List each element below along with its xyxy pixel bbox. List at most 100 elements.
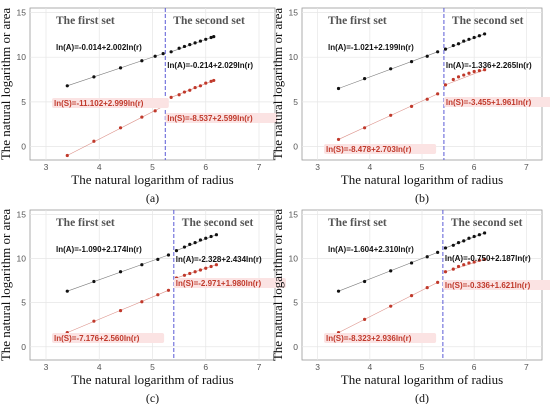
data-point	[169, 95, 173, 100]
data-point	[188, 88, 192, 92]
data-point	[456, 75, 461, 79]
equation-circumference-first-set: ln(S)=-8.323+2.936ln(r)	[326, 334, 412, 343]
fit-line	[338, 93, 438, 140]
data-point	[156, 293, 160, 297]
fit-line	[67, 53, 164, 87]
y-tick-label: 15	[17, 7, 27, 17]
data-point	[204, 81, 208, 85]
data-point	[204, 266, 208, 270]
data-point	[462, 263, 466, 267]
data-point	[425, 255, 429, 259]
data-point	[389, 304, 393, 308]
x-tick-label: 6	[203, 162, 208, 172]
equation-area-first-set: ln(A)=-1.090+2.174ln(r)	[56, 245, 142, 254]
y-tick-label: 5	[21, 298, 26, 308]
data-point	[140, 115, 144, 119]
data-point	[92, 139, 96, 143]
data-point	[467, 37, 471, 41]
second-set-title: The second set	[182, 217, 254, 229]
chart-panel: 3 4 5 6 7 0 5 10 15 The first set The second set ln…	[0, 7, 278, 205]
y-axis-title: The natural logarithm or area	[270, 209, 285, 362]
data-point	[467, 236, 471, 240]
data-point	[65, 289, 69, 293]
x-tick-label: 7	[524, 162, 529, 172]
y-axis-title: The natural logarithm or area	[0, 209, 13, 362]
data-point	[209, 35, 213, 40]
data-point	[472, 69, 476, 74]
data-point	[336, 137, 341, 142]
data-point	[118, 308, 123, 313]
x-tick-label: 3	[315, 362, 320, 372]
data-point	[443, 270, 448, 274]
y-tick-label: 15	[17, 209, 27, 219]
data-point	[140, 263, 144, 267]
x-axis-title: The natural logarithm of radius	[71, 372, 233, 387]
y-tick-label: 5	[21, 97, 26, 107]
data-point	[462, 39, 466, 43]
x-tick-label: 4	[367, 162, 372, 172]
data-point	[436, 50, 440, 54]
y-tick-label: 5	[293, 97, 298, 107]
data-point	[156, 257, 160, 262]
data-point	[477, 68, 481, 73]
data-point	[436, 250, 440, 254]
data-point	[193, 241, 197, 245]
data-point	[409, 293, 414, 298]
y-tick-label: 0	[293, 142, 298, 152]
x-tick-label: 5	[150, 362, 155, 372]
chart-panel: 3 4 5 6 7 0 5 10 15 The first set The second set ln…	[270, 7, 550, 205]
x-tick-label: 7	[257, 162, 262, 172]
equation-circumference-second-set: ln(S)=-2.971+1.980ln(r)	[176, 279, 262, 288]
data-point	[462, 73, 466, 77]
second-set-title: The second set	[452, 15, 524, 27]
y-tick-label: 5	[293, 298, 298, 308]
equation-circumference-second-set: ln(S)=-8.537+2.599ln(r)	[167, 114, 253, 123]
y-tick-label: 15	[289, 209, 299, 219]
panel-caption: (a)	[146, 191, 159, 205]
data-point	[92, 279, 96, 284]
x-tick-label: 5	[420, 362, 425, 372]
data-point	[212, 78, 216, 83]
data-point	[436, 92, 440, 96]
data-point	[177, 46, 181, 50]
data-point	[436, 280, 440, 284]
x-tick-label: 7	[257, 362, 262, 372]
equation-area-second-set: ln(A)=-1.336+2.265ln(r)	[446, 61, 532, 70]
data-point	[477, 34, 481, 38]
data-point	[65, 84, 69, 88]
fit-line	[338, 51, 438, 89]
equation-label-bg	[324, 144, 437, 154]
y-tick-label: 10	[289, 254, 299, 264]
data-point	[472, 260, 476, 264]
y-tick-label: 15	[289, 7, 299, 17]
data-point	[336, 289, 341, 293]
equation-label-bg	[173, 278, 286, 288]
y-tick-label: 0	[21, 342, 26, 352]
data-point	[425, 97, 429, 101]
fit-line	[338, 282, 438, 333]
data-point	[182, 273, 187, 277]
data-point	[65, 153, 69, 158]
data-point	[198, 84, 203, 88]
data-point	[209, 79, 213, 83]
x-tick-label: 4	[97, 162, 102, 172]
x-tick-label: 6	[203, 362, 208, 372]
data-point	[118, 126, 123, 130]
equation-circumference-second-set: ln(S)=-3.455+1.961ln(r)	[446, 98, 532, 107]
data-point	[204, 37, 208, 41]
data-point	[153, 54, 157, 58]
first-set-title: The first set	[328, 15, 387, 27]
equation-label-bg	[324, 333, 437, 343]
data-point	[409, 261, 414, 265]
fit-line	[67, 106, 164, 156]
x-tick-label: 5	[420, 162, 425, 172]
data-point	[182, 245, 187, 249]
data-point	[92, 75, 96, 79]
data-point	[140, 59, 144, 63]
data-point	[389, 67, 393, 71]
x-axis-title: The natural logarithm of radius	[341, 372, 503, 387]
data-point	[188, 271, 192, 276]
data-point	[118, 66, 123, 70]
data-point	[451, 43, 455, 48]
first-set-title: The first set	[328, 217, 387, 229]
